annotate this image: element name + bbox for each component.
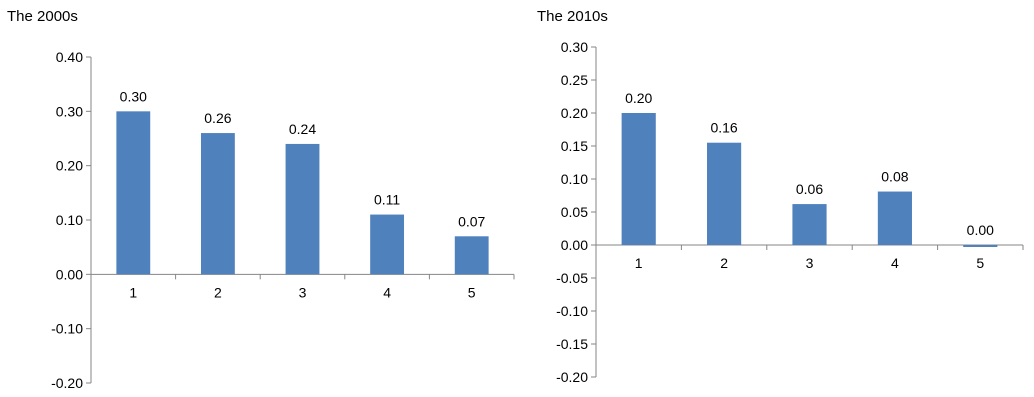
bar-2010s-5 <box>963 245 998 247</box>
category-label-2000s: 4 <box>383 284 391 300</box>
bar-2010s-1 <box>621 113 656 245</box>
y-tick-label-2010s: 0.00 <box>561 237 588 253</box>
data-label-2000s-3: 0.24 <box>289 121 316 137</box>
y-tick-label-2010s: 0.05 <box>561 204 588 220</box>
data-label-2010s-1: 0.20 <box>625 90 652 106</box>
chart-title-2010s: The 2010s <box>537 8 608 25</box>
y-tick-label-2010s: -0.05 <box>556 270 588 286</box>
data-label-2010s-2: 0.16 <box>710 120 737 136</box>
y-tick-label-2000s: 0.00 <box>56 266 83 282</box>
y-tick-label-2010s: 0.25 <box>561 72 588 88</box>
y-tick-label-2010s: 0.20 <box>561 105 588 121</box>
data-label-2010s-4: 0.08 <box>881 169 908 185</box>
data-label-2000s-1: 0.30 <box>120 88 147 104</box>
y-tick-label-2000s: 0.30 <box>56 103 83 119</box>
y-tick-label-2010s: 0.10 <box>561 171 588 187</box>
y-tick-label-2010s: -0.15 <box>556 336 588 352</box>
chart-title-2000s: The 2000s <box>7 8 78 25</box>
bar-2000s-5 <box>454 236 489 275</box>
data-label-2000s-2: 0.26 <box>204 110 231 126</box>
y-tick-label-2000s: 0.20 <box>56 158 83 174</box>
y-tick-label-2000s: -0.20 <box>51 375 83 391</box>
category-label-2010s: 2 <box>720 255 728 271</box>
bar-2010s-2 <box>707 142 742 245</box>
data-label-2000s-4: 0.11 <box>374 192 400 208</box>
category-label-2000s: 5 <box>468 284 476 300</box>
data-label-2010s-5: 0.00 <box>967 222 994 238</box>
y-tick-label-2010s: -0.20 <box>556 369 588 385</box>
category-label-2010s: 3 <box>806 255 814 271</box>
bar-2000s-1 <box>116 111 151 275</box>
bar-2010s-3 <box>792 204 827 245</box>
category-label-2000s: 2 <box>214 284 222 300</box>
data-label-2010s-3: 0.06 <box>796 181 823 197</box>
y-tick-label-2000s: -0.10 <box>51 321 83 337</box>
y-tick-label-2000s: 0.40 <box>56 49 83 65</box>
category-label-2010s: 5 <box>976 255 984 271</box>
y-tick-label-2010s: 0.15 <box>561 138 588 154</box>
bar-2000s-4 <box>370 214 405 275</box>
category-label-2000s: 3 <box>299 284 307 300</box>
category-label-2010s: 4 <box>891 255 899 271</box>
bar-2010s-4 <box>877 191 912 245</box>
bar-2000s-3 <box>285 143 320 275</box>
y-tick-label-2010s: -0.10 <box>556 303 588 319</box>
category-label-2010s: 1 <box>635 255 643 271</box>
y-tick-label-2000s: 0.10 <box>56 212 83 228</box>
data-label-2000s-5: 0.07 <box>458 213 485 229</box>
y-tick-label-2010s: 0.30 <box>561 39 588 55</box>
category-label-2000s: 1 <box>129 284 137 300</box>
bar-2000s-2 <box>200 133 235 275</box>
